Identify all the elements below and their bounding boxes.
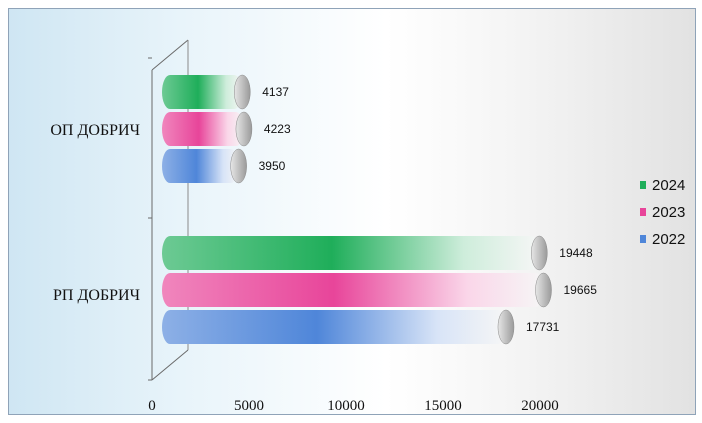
x-tick-label: 10000 [327,398,365,414]
bar [162,273,544,307]
bar [162,149,239,183]
bar-end-cap [235,111,253,147]
legend-label: 2023 [652,204,685,221]
bar [162,112,244,146]
chart-area [8,8,696,415]
x-tick-label: 5000 [234,398,264,414]
bars [162,74,552,345]
x-tick-label: 0 [148,398,156,414]
category-label: РП ДОБРИЧ [53,287,140,304]
floor-edge [151,349,189,381]
bar-end-cap [497,309,515,345]
bar-end-cap [230,148,247,184]
legend-swatch [640,208,646,216]
data-label: 3950 [259,159,286,173]
bar [162,236,540,270]
labels: 0 5000 10000 15000 20000 ОП ДОБРИЧ 4137 4223 395… [50,85,597,414]
bar-end-cap [531,235,548,271]
back-wall-edge [151,39,189,71]
data-label: 19665 [564,283,598,297]
x-tick-label: 20000 [521,398,559,414]
x-tick-label: 15000 [424,398,462,414]
data-label: 19448 [559,246,593,260]
data-label: 4137 [262,85,289,99]
legend-swatch [640,235,646,243]
data-label: 4223 [264,122,291,136]
legend-label: 2024 [652,177,685,194]
bar-end-cap [535,272,552,308]
legend: 2024 2023 2022 [640,177,685,248]
legend-swatch [640,181,646,189]
bar [162,310,506,344]
legend-label: 2022 [652,231,685,248]
bar [162,75,243,109]
data-label: 17731 [526,320,560,334]
bar-end-cap [234,74,251,110]
category-label: ОП ДОБРИЧ [50,122,140,139]
